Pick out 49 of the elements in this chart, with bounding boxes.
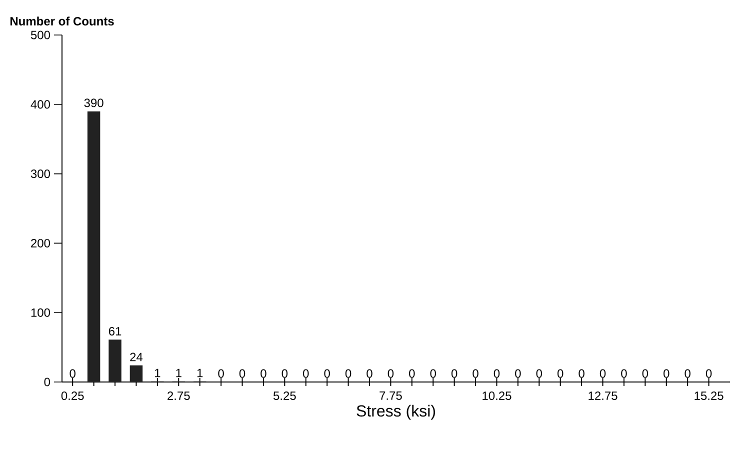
x-tick-label: 7.75 [380,392,402,400]
data-label: 0 [578,369,584,378]
data-label: 0 [684,369,690,378]
data-label: 0 [451,369,458,378]
data-label: 0 [621,369,627,378]
data-label: 0 [515,369,521,378]
data-label: 1 [155,368,160,378]
data-label: 1 [197,368,203,378]
data-label: 0 [430,369,436,378]
y-tick-label: 500 [30,30,50,40]
data-label: 0 [239,369,246,378]
data-label: 390 [84,98,104,108]
data-label: 0 [303,369,309,378]
x-tick-label: 12.75 [588,392,618,400]
x-tick-label: 2.75 [168,392,190,400]
x-tick-label: 5.25 [273,392,296,400]
data-label: 0 [324,369,330,378]
data-label: 61 [108,326,122,336]
y-tick-label: 400 [30,100,50,109]
data-label: 0 [388,369,394,378]
data-label: 0 [218,369,224,378]
data-label: 0 [366,369,372,378]
data-label: 1 [176,368,182,378]
data-label: 24 [130,352,143,362]
x-axis-title: Stress (ksi) [356,404,436,420]
y-tick-label: 200 [31,238,50,248]
x-tick-label: 0.25 [61,392,84,400]
x-tick-label: 15.25 [694,392,724,400]
data-label: 0 [600,369,606,378]
bar [108,340,122,382]
data-label: 0 [409,369,415,378]
y-tick-label: 300 [30,170,50,178]
y-tick-label: 0 [44,378,50,386]
bar [130,365,143,382]
data-label: 0 [536,369,542,378]
y-tick-label: 100 [31,308,50,317]
data-label: 0 [642,369,648,378]
data-label: 0 [706,369,712,378]
data-label: 0 [70,369,76,378]
data-label: 0 [345,369,352,378]
data-label: 0 [282,369,288,378]
data-label: 0 [472,369,478,378]
data-label: 0 [494,369,500,378]
data-label: 0 [664,369,670,378]
y-axis-title: Number of Counts [10,16,114,26]
data-label: 0 [260,369,266,378]
data-label: 0 [557,369,564,378]
bar [87,111,100,382]
x-tick-label: 10.25 [482,392,512,400]
